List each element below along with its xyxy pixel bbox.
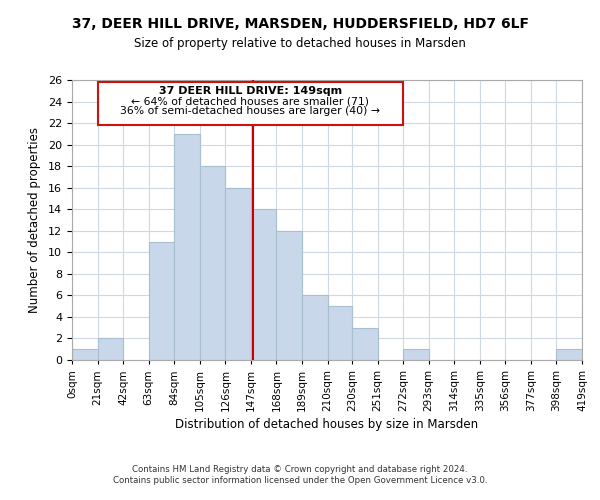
Text: Contains HM Land Registry data © Crown copyright and database right 2024.: Contains HM Land Registry data © Crown c… [132, 465, 468, 474]
Bar [302, 296, 328, 360]
Bar [149, 242, 174, 360]
Text: 37 DEER HILL DRIVE: 149sqm: 37 DEER HILL DRIVE: 149sqm [159, 86, 342, 97]
Bar [226, 188, 251, 360]
Bar [352, 328, 377, 360]
FancyBboxPatch shape [98, 82, 403, 125]
Text: ← 64% of detached houses are smaller (71): ← 64% of detached houses are smaller (71… [131, 96, 370, 106]
Bar [98, 338, 123, 360]
Bar [251, 209, 277, 360]
Text: Contains public sector information licensed under the Open Government Licence v3: Contains public sector information licen… [113, 476, 487, 485]
Bar [174, 134, 200, 360]
Bar [277, 231, 302, 360]
Bar [556, 349, 582, 360]
Bar [72, 349, 98, 360]
Text: Size of property relative to detached houses in Marsden: Size of property relative to detached ho… [134, 38, 466, 51]
X-axis label: Distribution of detached houses by size in Marsden: Distribution of detached houses by size … [175, 418, 479, 431]
Text: 37, DEER HILL DRIVE, MARSDEN, HUDDERSFIELD, HD7 6LF: 37, DEER HILL DRIVE, MARSDEN, HUDDERSFIE… [71, 18, 529, 32]
Bar [403, 349, 428, 360]
Text: 36% of semi-detached houses are larger (40) →: 36% of semi-detached houses are larger (… [121, 106, 380, 116]
Y-axis label: Number of detached properties: Number of detached properties [28, 127, 41, 313]
Bar [200, 166, 226, 360]
Bar [328, 306, 352, 360]
